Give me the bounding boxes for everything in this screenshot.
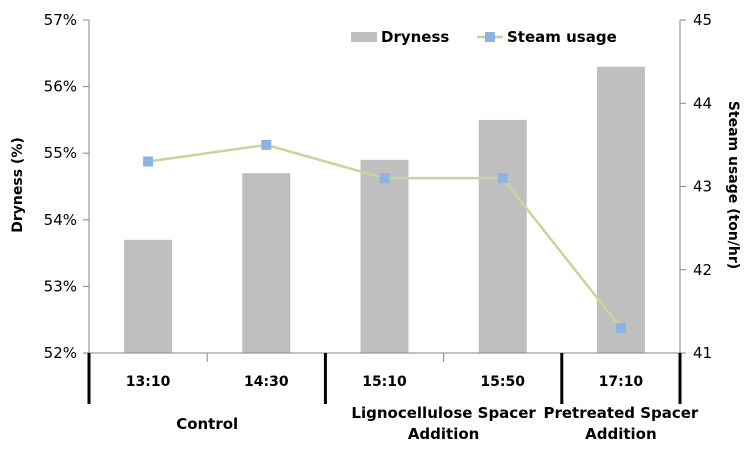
labels-layer: 52% 53% 54% 55% 56% 57% 41 42 43 44 45 13:10 14:30 15… (44, 11, 712, 443)
group-label: Lignocellulose Spacer Addition (351, 404, 536, 443)
y-right-tick-label: 45 (693, 11, 712, 29)
group-label: Control (176, 415, 238, 433)
category-label-13:10: 13:10 (126, 374, 171, 390)
group-label-line: Lignocellulose Spacer (351, 404, 536, 422)
bar-dryness-14:30 (242, 173, 291, 353)
category-label-17:10: 17:10 (599, 374, 644, 390)
y-right-axis-title: Steam usage (ton/hr) (725, 101, 741, 269)
group-label-line: Addition (585, 425, 657, 443)
group-label-line: Pretreated Spacer (543, 404, 698, 422)
y-left-tick-label: 57% (44, 11, 77, 29)
y-left-tick-label: 53% (44, 277, 77, 295)
y-right-tick-label: 44 (693, 94, 712, 112)
marker-steam-14:30 (261, 139, 272, 150)
bar-dryness-13:10 (124, 239, 173, 353)
bar-dryness-15:50 (478, 119, 527, 354)
group-label: Pretreated Spacer Addition (543, 404, 698, 443)
marker-steam-15:50 (497, 173, 508, 184)
legend-dryness-label: Dryness (381, 28, 449, 46)
bar-dryness-15:10 (360, 159, 409, 353)
bars-layer (124, 66, 645, 354)
group-label-line: Addition (408, 425, 480, 443)
y-right-tick-label: 42 (693, 261, 712, 279)
y-right-tick-label: 43 (693, 178, 712, 196)
legend-dryness-swatch (351, 32, 377, 42)
y-right-tick-label: 41 (693, 344, 712, 362)
line-layer (143, 139, 626, 334)
legend: Dryness Steam usage (351, 28, 617, 46)
y-left-tick-label: 54% (44, 211, 77, 229)
legend-steam-marker (485, 32, 495, 42)
y-left-tick-label: 56% (44, 78, 77, 96)
category-label-15:10: 15:10 (362, 374, 407, 390)
marker-steam-13:10 (143, 156, 154, 167)
marker-steam-17:10 (615, 323, 626, 334)
category-label-14:30: 14:30 (244, 374, 289, 390)
legend-steam-label: Steam usage (507, 28, 617, 46)
marker-steam-15:10 (379, 173, 390, 184)
axes-layer (83, 19, 686, 404)
bar-dryness-17:10 (596, 66, 645, 354)
category-label-15:50: 15:50 (480, 374, 525, 390)
y-left-tick-label: 55% (44, 144, 77, 162)
y-left-axis-title: Dryness (%) (10, 137, 26, 232)
y-left-tick-label: 52% (44, 344, 77, 362)
